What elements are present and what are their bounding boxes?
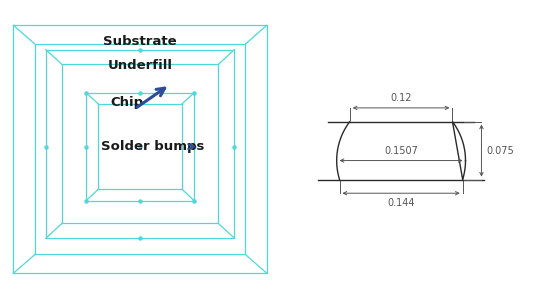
Text: Substrate: Substrate <box>103 35 177 48</box>
Text: Underfill: Underfill <box>108 59 172 72</box>
Text: 0.144: 0.144 <box>388 198 415 208</box>
Text: 0.1507: 0.1507 <box>384 146 418 156</box>
Text: Chip: Chip <box>110 96 143 109</box>
Text: Solder bumps: Solder bumps <box>101 140 204 153</box>
Text: 0.075: 0.075 <box>487 146 514 156</box>
Text: 0.12: 0.12 <box>390 93 412 103</box>
